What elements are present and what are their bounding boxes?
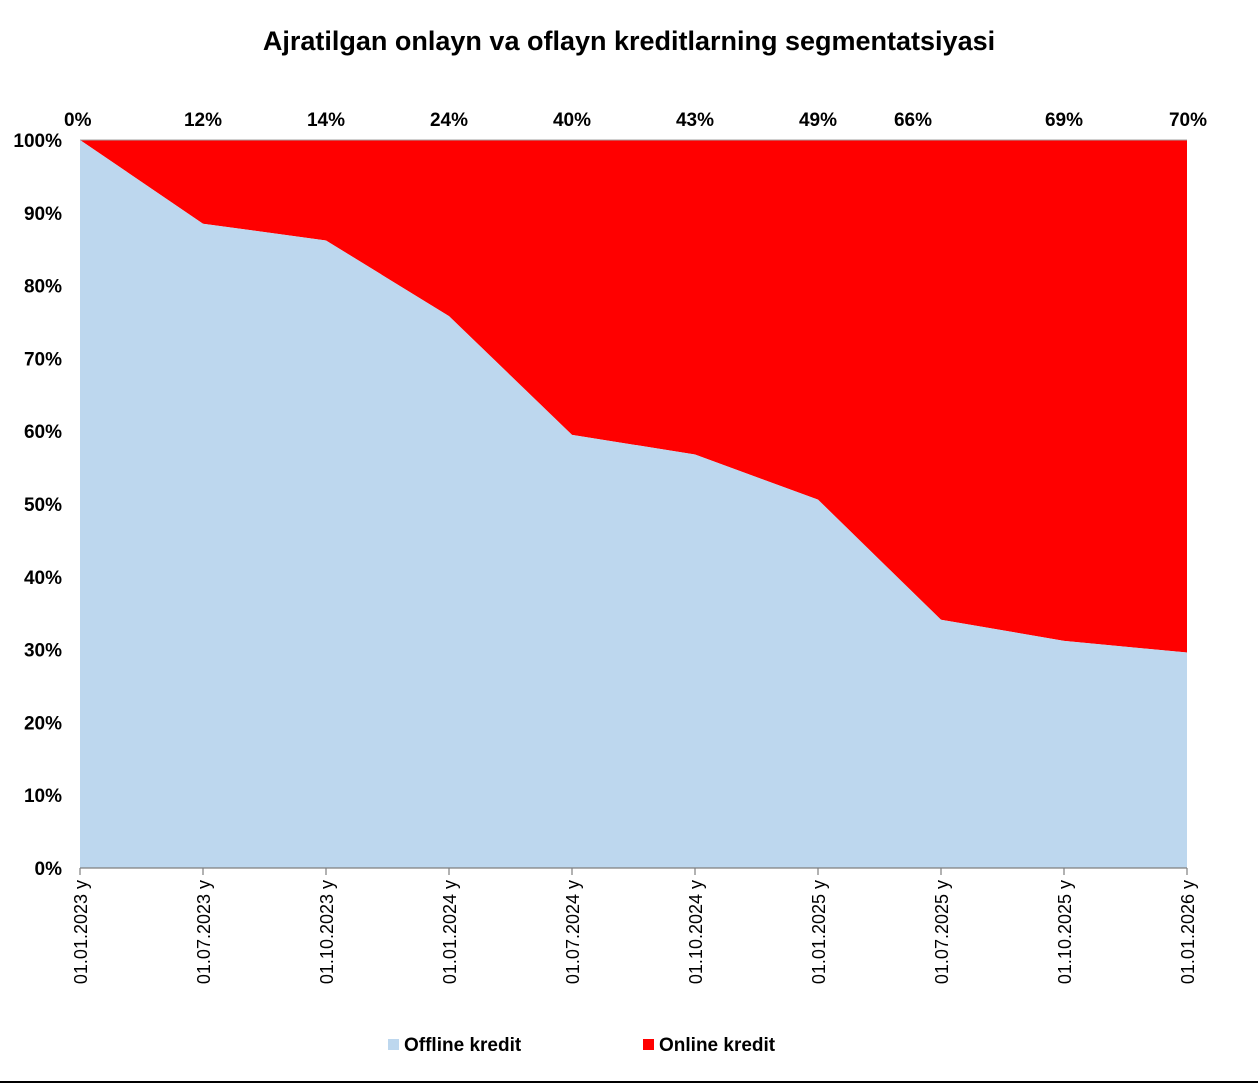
area-online-kredit (80, 140, 1187, 653)
x-tick-label: 01.10.2023 y (317, 880, 337, 984)
x-tick-label: 01.01.2025 y (809, 880, 829, 984)
area-offline-kredit (80, 140, 1187, 868)
bottom-border (0, 1081, 1258, 1083)
y-tick-label: 90% (24, 204, 62, 225)
x-tick-label: 01.01.2024 y (440, 880, 460, 984)
data-label: 40% (553, 110, 591, 131)
x-tick-label: 01.10.2025 y (1055, 880, 1075, 984)
y-tick-label: 10% (24, 786, 62, 807)
data-label: 24% (430, 110, 468, 131)
y-tick-label: 30% (24, 641, 62, 662)
x-tick-label: 01.07.2024 y (563, 880, 583, 984)
y-tick-label: 100% (13, 131, 62, 152)
y-tick-label: 50% (24, 495, 62, 516)
data-label: 43% (676, 110, 714, 131)
legend-swatch-offline-kredit (388, 1039, 399, 1050)
x-tick-label: 01.07.2025 y (932, 880, 952, 984)
x-tick-label: 01.01.2026 y (1178, 880, 1198, 984)
y-tick-label: 70% (24, 349, 62, 370)
data-label: 69% (1045, 110, 1083, 131)
data-label: 14% (307, 110, 345, 131)
y-tick-label: 60% (24, 422, 62, 443)
y-tick-label: 0% (35, 859, 63, 880)
legend-swatch-online-kredit (643, 1039, 654, 1050)
legend-label-online-kredit: Online kredit (659, 1035, 776, 1056)
x-tick-label: 01.01.2023 y (71, 880, 91, 984)
data-label: 66% (894, 110, 932, 131)
data-label: 49% (799, 110, 837, 131)
data-label: 70% (1169, 110, 1207, 131)
y-tick-label: 80% (24, 277, 62, 298)
x-tick-label: 01.07.2023 y (194, 880, 214, 984)
chart-title: Ajratilgan onlayn va oflayn kreditlarnin… (262, 26, 996, 56)
legend-label-offline-kredit: Offline kredit (404, 1035, 522, 1056)
y-tick-label: 20% (24, 713, 62, 734)
data-label: 12% (184, 110, 222, 131)
y-tick-label: 40% (24, 568, 62, 589)
x-tick-label: 01.10.2024 y (686, 880, 706, 984)
data-label: 0% (64, 110, 92, 131)
